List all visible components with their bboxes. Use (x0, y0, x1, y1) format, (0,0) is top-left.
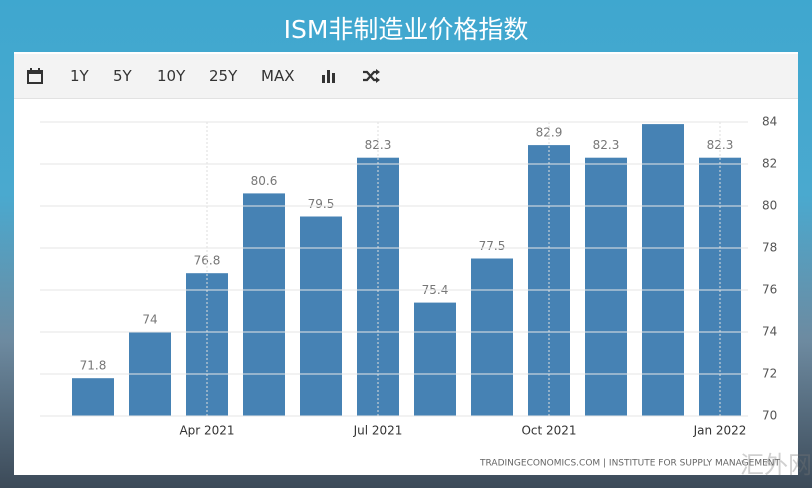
value-label: 82.3 (707, 138, 734, 152)
y-tick-label: 84 (762, 115, 777, 129)
x-tick-label: Oct 2021 (521, 424, 576, 438)
range-button[interactable]: 5Y (113, 67, 132, 85)
bar (471, 258, 513, 416)
value-label: 79.5 (308, 197, 335, 211)
value-label: 82.3 (593, 138, 620, 152)
x-tick-label: Jul 2021 (353, 424, 403, 438)
value-label: 82.3 (365, 138, 392, 152)
x-tick-label: Apr 2021 (179, 424, 234, 438)
value-label: 71.8 (80, 359, 107, 373)
bar (414, 302, 456, 416)
range-button[interactable]: 1Y (70, 67, 89, 85)
toolbar: 1Y 5Y 10Y 25Y MAX (14, 54, 798, 99)
bar (642, 124, 684, 416)
range-button[interactable]: MAX (261, 67, 295, 85)
y-tick-label: 72 (762, 367, 777, 381)
y-tick-label: 70 (762, 409, 777, 423)
bar (72, 378, 114, 416)
bar (585, 157, 627, 416)
range-button[interactable]: 25Y (209, 67, 238, 85)
shuffle-icon[interactable] (362, 68, 380, 84)
y-tick-label: 78 (762, 241, 777, 255)
value-label: 77.5 (479, 239, 506, 253)
value-label: 80.6 (251, 174, 278, 188)
bar (300, 216, 342, 416)
value-label: 76.8 (194, 254, 221, 268)
y-tick-label: 82 (762, 157, 777, 171)
page-title: ISM非制造业价格指数 (283, 15, 529, 44)
value-label: 82.9 (536, 126, 563, 140)
source-note: TRADINGECONOMICS.COM | INSTITUTE FOR SUP… (479, 459, 780, 469)
calendar-icon[interactable] (26, 67, 44, 85)
y-tick-label: 74 (762, 325, 777, 339)
bar (186, 273, 228, 416)
bar-chart-icon[interactable] (321, 68, 337, 84)
x-tick-label: Jan 2022 (693, 424, 747, 438)
range-button[interactable]: 10Y (157, 67, 186, 85)
y-tick-label: 76 (762, 283, 777, 297)
y-tick-label: 80 (762, 199, 777, 213)
bar (243, 193, 285, 416)
watermark: 汇外网 (740, 451, 812, 479)
value-label: 74 (142, 313, 157, 327)
